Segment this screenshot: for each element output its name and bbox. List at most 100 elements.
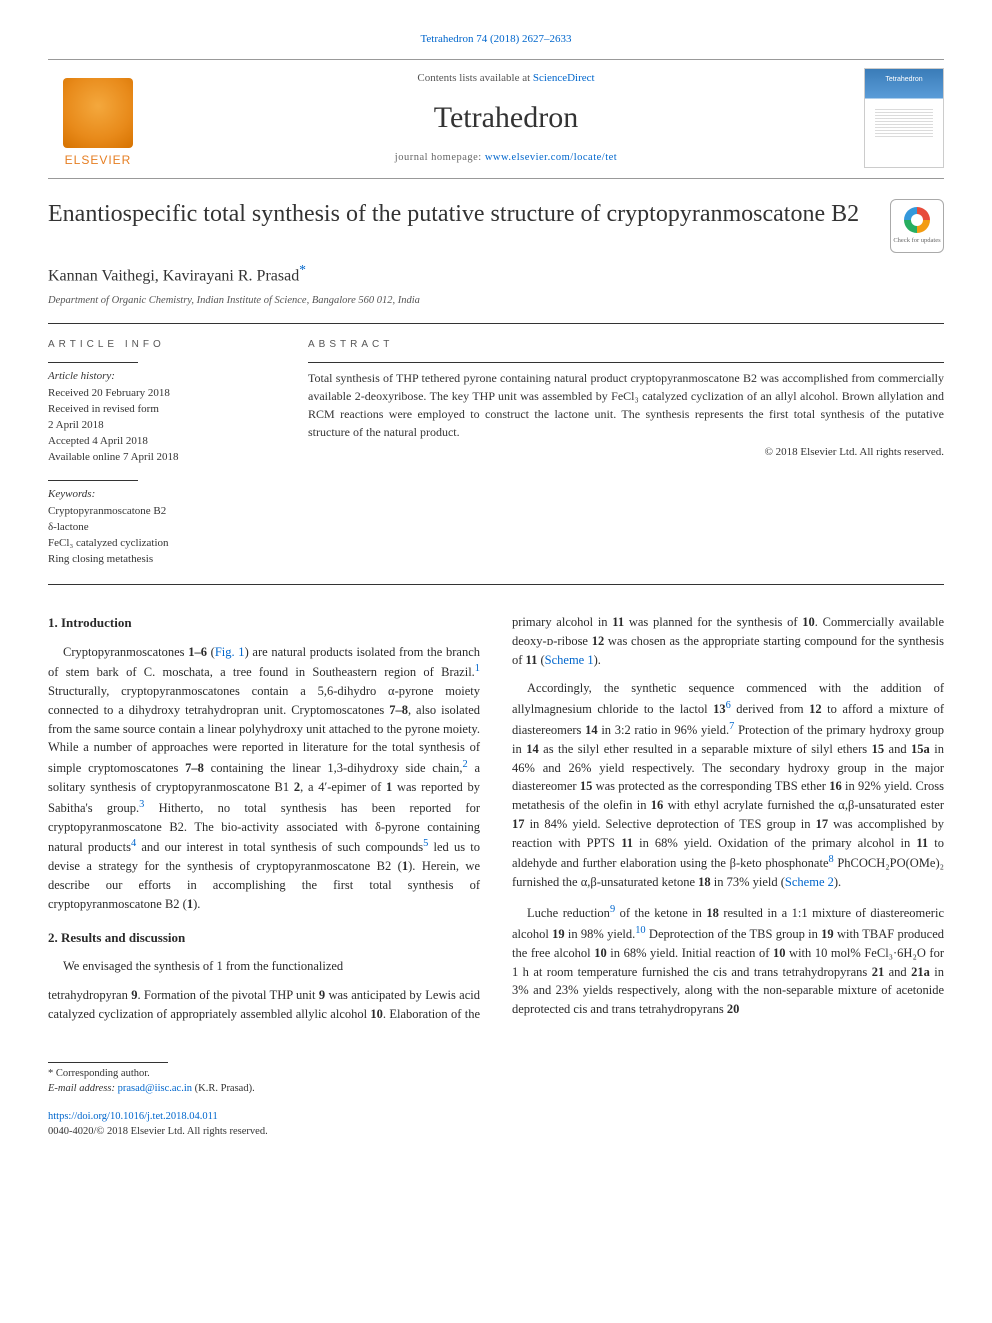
compound: 10 xyxy=(594,946,607,960)
compound: 21a xyxy=(911,965,930,979)
t: was planned for the synthesis of xyxy=(624,615,802,629)
footer: * Corresponding author. E-mail address: … xyxy=(48,1062,944,1140)
t: was protected as the corresponding TBS e… xyxy=(592,779,829,793)
compound: 11 xyxy=(526,653,538,667)
compound: 12 xyxy=(592,634,605,648)
compound: 14 xyxy=(526,742,539,756)
t: with ethyl acrylate furnished the α,β-un… xyxy=(663,798,944,812)
corresponding-footnote: * Corresponding author. E-mail address: … xyxy=(48,1067,944,1096)
compound: 19 xyxy=(552,927,565,941)
sciencedirect-link[interactable]: ScienceDirect xyxy=(533,72,595,84)
section-2-heading: 2. Results and discussion xyxy=(48,928,480,948)
compound: 12 xyxy=(809,702,822,716)
citation-link[interactable]: Tetrahedron 74 (2018) 2627–2633 xyxy=(420,33,571,45)
compound: 13 xyxy=(713,702,726,716)
compound: 1–6 xyxy=(188,645,207,659)
compound: 16 xyxy=(651,798,664,812)
issn-copyright: 0040-4020/© 2018 Elsevier Ltd. All right… xyxy=(48,1125,944,1140)
t: ). xyxy=(834,875,841,889)
compound: 15a xyxy=(911,742,930,756)
compound: 10 xyxy=(773,946,786,960)
t: Cryptopyranmoscatones xyxy=(63,645,188,659)
homepage-link[interactable]: www.elsevier.com/locate/tet xyxy=(485,152,617,163)
keyword: δ-lactone xyxy=(48,520,268,536)
t: containing the linear 1,3-dihydroxy side… xyxy=(204,761,463,775)
abstract-heading: ABSTRACT xyxy=(308,338,944,352)
keyword: FeCl₃ catalyzed cyclization xyxy=(48,536,268,552)
t: in 68% yield. Oxidation of the primary a… xyxy=(633,836,916,850)
paragraph: We envisaged the synthesis of 1 from the… xyxy=(48,957,480,976)
scheme-ref[interactable]: Scheme 1 xyxy=(545,653,594,667)
abstract-copyright: © 2018 Elsevier Ltd. All rights reserved… xyxy=(308,445,944,460)
compound: 11 xyxy=(621,836,633,850)
t: ( xyxy=(207,645,215,659)
scheme-ref[interactable]: Scheme 2 xyxy=(785,875,834,889)
t: tetrahydropyran xyxy=(48,988,131,1002)
compound: 21 xyxy=(872,965,885,979)
compound: 10 xyxy=(370,1007,383,1021)
article-title: Enantiospecific total synthesis of the p… xyxy=(48,199,870,230)
author-2: Kavirayani R. Prasad xyxy=(163,268,299,285)
compound: 18 xyxy=(698,875,711,889)
compound: 11 xyxy=(612,615,624,629)
keywords-block: Keywords: Cryptopyranmoscatone B2 δ-lact… xyxy=(48,480,268,568)
compound: 14 xyxy=(585,723,598,737)
author-1: Kannan Vaithegi xyxy=(48,268,155,285)
paragraph: Luche reduction9 of the ketone in 18 res… xyxy=(512,902,944,1019)
compound: 19 xyxy=(821,927,834,941)
author-sep: , xyxy=(155,268,163,285)
paragraph: Accordingly, the synthetic sequence comm… xyxy=(512,679,944,892)
t: and xyxy=(884,742,911,756)
history-line: Received in revised form xyxy=(48,402,268,418)
section-1-heading: 1. Introduction xyxy=(48,613,480,633)
publisher-logo: ELSEVIER xyxy=(48,68,148,168)
history-line: 2 April 2018 xyxy=(48,418,268,434)
footnote-rule xyxy=(48,1062,168,1063)
contents-line: Contents lists available at ScienceDirec… xyxy=(168,71,844,86)
compound: 10 xyxy=(802,615,815,629)
header-center: Contents lists available at ScienceDirec… xyxy=(148,71,864,165)
keyword: Cryptopyranmoscatone B2 xyxy=(48,504,268,520)
journal-name: Tetrahedron xyxy=(168,97,844,139)
t: Deprotection of the TBS group in xyxy=(646,927,822,941)
figure-ref[interactable]: Fig. 1 xyxy=(215,645,245,659)
authors-line: Kannan Vaithegi, Kavirayani R. Prasad* xyxy=(48,261,944,288)
crossmark-icon xyxy=(904,207,930,233)
compound: 15 xyxy=(872,742,885,756)
t: and xyxy=(884,965,911,979)
citation-ref[interactable]: 10 xyxy=(635,925,645,936)
citation-ref[interactable]: 1 xyxy=(475,663,480,674)
compound: 7–8 xyxy=(185,761,204,775)
email-label: E-mail address: xyxy=(48,1083,118,1094)
abstract-col: ABSTRACT Total synthesis of THP tethered… xyxy=(308,338,944,568)
check-updates-badge[interactable]: Check for updates xyxy=(890,199,944,253)
journal-header: ELSEVIER Contents lists available at Sci… xyxy=(48,59,944,179)
t: in 98% yield. xyxy=(565,927,636,941)
compound: 16 xyxy=(829,779,842,793)
doi-link[interactable]: https://doi.org/10.1016/j.tet.2018.04.01… xyxy=(48,1111,218,1122)
compound: 17 xyxy=(816,817,829,831)
t: of the ketone in xyxy=(615,906,706,920)
elsevier-tree-icon xyxy=(63,78,133,148)
doi-block: https://doi.org/10.1016/j.tet.2018.04.01… xyxy=(48,1110,944,1139)
check-updates-label: Check for updates xyxy=(893,236,940,245)
email-link[interactable]: prasad@iisc.ac.in xyxy=(118,1083,192,1094)
keywords-list: Cryptopyranmoscatone B2 δ-lactone FeCl₃ … xyxy=(48,504,268,568)
t: in 73% yield ( xyxy=(711,875,785,889)
compound: 18 xyxy=(706,906,719,920)
compound: 11 xyxy=(916,836,928,850)
article-info-heading: ARTICLE INFO xyxy=(48,338,268,352)
info-abstract-row: ARTICLE INFO Article history: Received 2… xyxy=(48,338,944,585)
keyword: Ring closing metathesis xyxy=(48,552,268,568)
journal-cover-thumb xyxy=(864,68,944,168)
title-row: Enantiospecific total synthesis of the p… xyxy=(48,199,944,253)
t: in 84% yield. Selective deprotection of … xyxy=(525,817,816,831)
history-line: Accepted 4 April 2018 xyxy=(48,434,268,450)
paragraph: Cryptopyranmoscatones 1–6 (Fig. 1) are n… xyxy=(48,643,480,914)
t: , a 4′-epimer of xyxy=(300,780,386,794)
history-label: Article history: xyxy=(48,369,268,384)
corr-label: * Corresponding author. xyxy=(48,1067,944,1082)
t: ( xyxy=(537,653,544,667)
t: ). xyxy=(594,653,601,667)
corresponding-mark: * xyxy=(299,262,306,277)
